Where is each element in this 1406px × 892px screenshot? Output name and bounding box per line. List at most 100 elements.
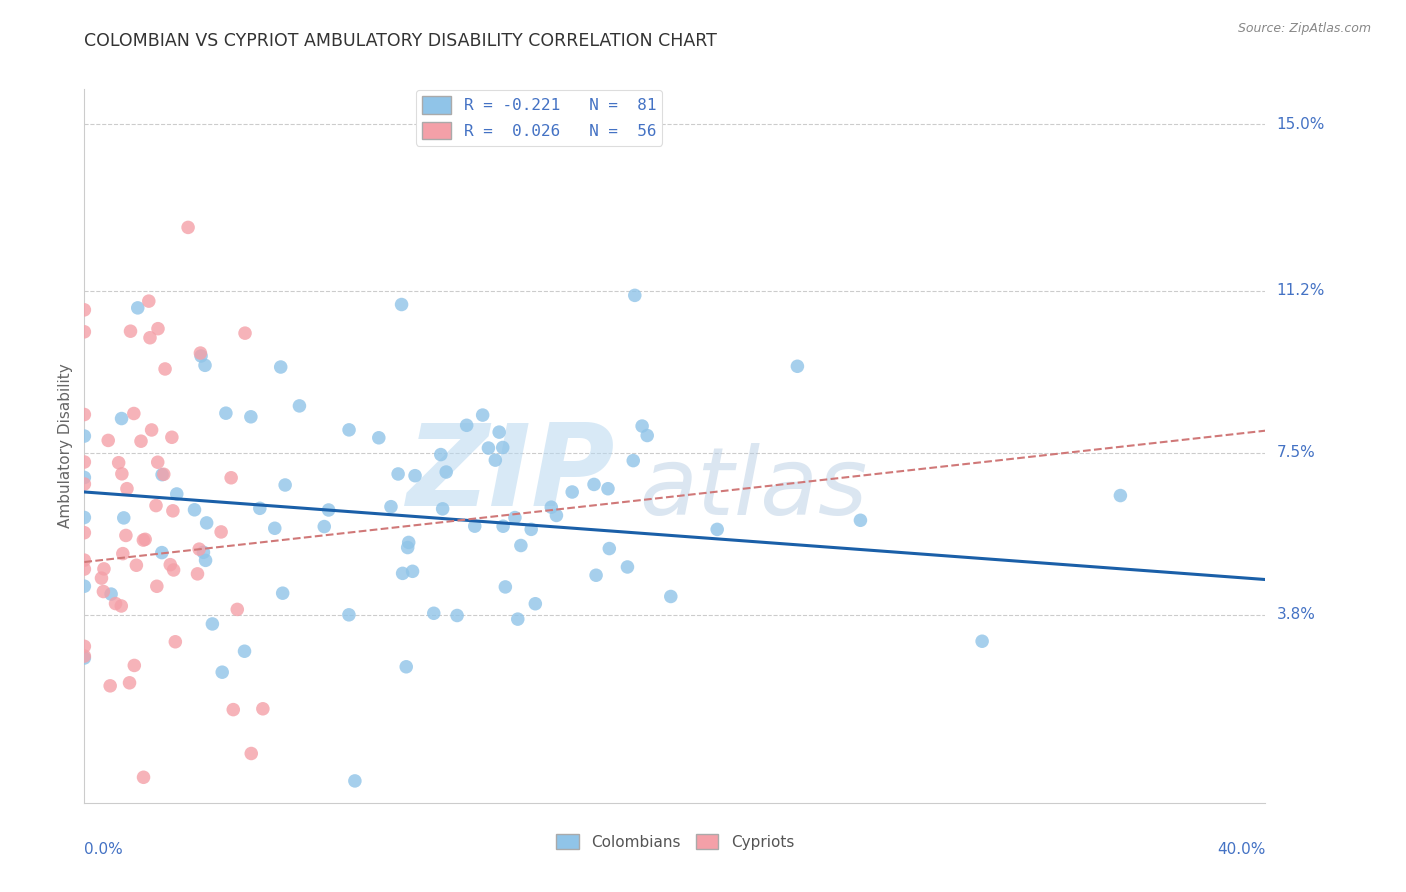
Point	[132, 533, 155, 547]
Point	[124, 658, 146, 673]
Point	[226, 602, 249, 616]
Point	[177, 220, 200, 235]
Point	[391, 297, 413, 311]
Point	[152, 467, 174, 482]
Point	[104, 597, 127, 611]
Point	[166, 487, 188, 501]
Point	[73, 325, 96, 339]
Point	[112, 511, 135, 525]
Point	[582, 477, 605, 491]
Point	[150, 467, 173, 482]
Point	[432, 501, 454, 516]
Point	[484, 453, 506, 467]
Point	[240, 747, 263, 761]
Text: 3.8%: 3.8%	[1277, 607, 1316, 622]
Point	[401, 564, 423, 578]
Point	[849, 513, 872, 527]
Point	[73, 408, 96, 422]
Point	[786, 359, 808, 374]
Point	[162, 504, 184, 518]
Point	[506, 612, 529, 626]
Point	[972, 634, 994, 648]
Point	[509, 539, 531, 553]
Point	[222, 703, 245, 717]
Text: atlas: atlas	[640, 443, 868, 534]
Point	[492, 519, 515, 533]
Point	[219, 471, 242, 485]
Point	[337, 423, 360, 437]
Point	[118, 675, 141, 690]
Point	[434, 465, 457, 479]
Point	[631, 419, 654, 434]
Point	[110, 599, 132, 613]
Point	[115, 482, 138, 496]
Point	[73, 651, 96, 665]
Point	[621, 453, 644, 467]
Point	[73, 579, 96, 593]
Point	[145, 499, 167, 513]
Text: 11.2%: 11.2%	[1277, 283, 1324, 298]
Point	[159, 558, 181, 572]
Point	[73, 455, 96, 469]
Point	[706, 522, 728, 536]
Point	[274, 478, 297, 492]
Point	[139, 331, 162, 345]
Point	[111, 467, 134, 481]
Point	[188, 542, 211, 557]
Point	[430, 448, 453, 462]
Point	[249, 501, 271, 516]
Point	[122, 407, 145, 421]
Point	[150, 546, 173, 560]
Point	[141, 423, 163, 437]
Point	[146, 321, 169, 335]
Point	[561, 485, 583, 500]
Text: Source: ZipAtlas.com: Source: ZipAtlas.com	[1237, 22, 1371, 36]
Point	[337, 607, 360, 622]
Point	[73, 429, 96, 443]
Text: COLOMBIAN VS CYPRIOT AMBULATORY DISABILITY CORRELATION CHART: COLOMBIAN VS CYPRIOT AMBULATORY DISABILI…	[84, 32, 717, 50]
Point	[598, 541, 620, 556]
Point	[73, 470, 96, 484]
Point	[162, 563, 184, 577]
Point	[1109, 489, 1132, 503]
Point	[456, 418, 478, 433]
Point	[239, 409, 262, 424]
Point	[503, 510, 526, 524]
Point	[233, 326, 256, 340]
Point	[146, 579, 169, 593]
Point	[270, 359, 292, 374]
Point	[195, 516, 218, 530]
Point	[111, 547, 134, 561]
Point	[146, 455, 169, 469]
Point	[98, 679, 121, 693]
Point	[546, 508, 568, 523]
Point	[395, 660, 418, 674]
Text: 40.0%: 40.0%	[1218, 842, 1265, 857]
Point	[585, 568, 607, 582]
Point	[596, 482, 619, 496]
Point	[288, 399, 311, 413]
Point	[367, 431, 389, 445]
Text: 7.5%: 7.5%	[1277, 445, 1315, 460]
Point	[201, 616, 224, 631]
Point	[209, 524, 232, 539]
Point	[165, 634, 187, 648]
Point	[271, 586, 294, 600]
Point	[73, 562, 96, 576]
Point	[97, 434, 120, 448]
Point	[636, 428, 658, 442]
Point	[190, 349, 212, 363]
Point	[125, 558, 148, 573]
Point	[233, 644, 256, 658]
Point	[127, 301, 149, 315]
Point	[134, 533, 156, 547]
Legend: Colombians, Cypriots: Colombians, Cypriots	[550, 828, 800, 855]
Point	[73, 648, 96, 663]
Point	[73, 477, 96, 491]
Point	[215, 406, 238, 420]
Point	[186, 566, 208, 581]
Point	[73, 525, 96, 540]
Point	[398, 535, 420, 549]
Point	[471, 408, 494, 422]
Point	[659, 590, 682, 604]
